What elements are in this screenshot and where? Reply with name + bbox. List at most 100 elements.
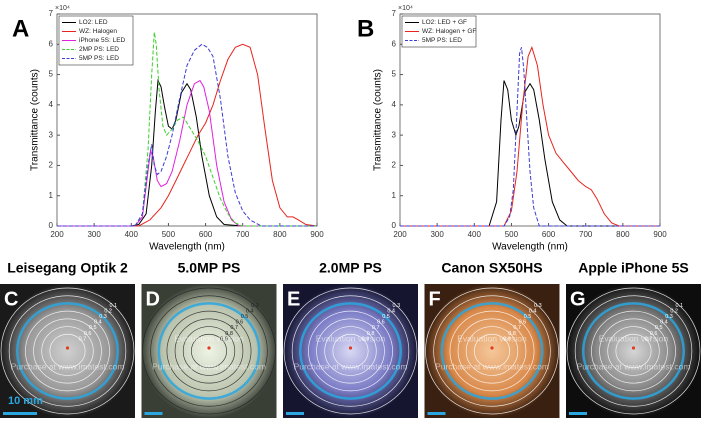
x-tick-label: 700	[579, 230, 593, 239]
x-tick-label: 800	[616, 230, 630, 239]
y-tick-label: 3	[49, 130, 54, 139]
legend-label: WZ: Halogen	[79, 28, 117, 35]
panel-letter: E	[287, 288, 300, 310]
contour-ring	[474, 333, 510, 369]
contour-ring	[174, 318, 244, 384]
scale-bar	[144, 412, 163, 415]
contour-ring	[182, 326, 236, 376]
panel-title: 2.0MP PS	[319, 260, 382, 276]
panel-letter: B	[357, 15, 374, 42]
series-line	[57, 78, 317, 227]
contour-label: 0.4	[246, 309, 254, 315]
watermark: Purchase at www.imatest.com	[294, 361, 408, 371]
series-line	[400, 47, 660, 227]
watermark: Evaluation version	[316, 333, 386, 343]
panel-letter: D	[146, 288, 160, 310]
panel-letter: G	[570, 288, 586, 310]
series-line	[400, 80, 660, 227]
contour-ring	[33, 318, 102, 384]
series-line	[57, 43, 318, 227]
contour-ring	[440, 302, 544, 400]
y-tick-label: 6	[49, 39, 54, 48]
contour-label: 0.2	[670, 309, 678, 315]
center-dot	[490, 346, 494, 350]
y-tick-label: 2	[49, 161, 54, 170]
contour-label: 0.6	[650, 331, 658, 337]
contour-ring	[607, 326, 660, 376]
contour-label: 0.5	[655, 325, 663, 331]
scale-bar	[427, 412, 446, 415]
contour-label: 0.3	[534, 303, 542, 309]
watermark: Purchase at www.imatest.com	[577, 361, 691, 371]
contour-ring	[457, 318, 527, 384]
panel-title: Apple iPhone 5S	[578, 260, 688, 276]
center-dot	[348, 346, 353, 350]
contour-label: 0.6	[377, 320, 385, 326]
legend-label: LO2: LED	[79, 19, 108, 26]
contour-ring	[308, 310, 393, 392]
contour-label: 0.7	[645, 336, 653, 342]
watermark: Purchase at www.imatest.com	[435, 361, 549, 371]
legend-label: 2MP PS: LED	[79, 46, 119, 53]
y-tick-label: 3	[392, 130, 397, 139]
plot-frame	[56, 13, 318, 227]
contour-label: 0.5	[524, 314, 532, 320]
y-tick-label: 7	[49, 9, 54, 18]
y-tick-label: 7	[392, 9, 397, 18]
legend-label: iPhone 5S: LED	[79, 37, 126, 44]
contour-label: 0.3	[99, 314, 107, 320]
contour-ring	[291, 295, 410, 407]
watermark: Evaluation version	[457, 333, 527, 343]
panel-letter: C	[4, 288, 18, 310]
contour-ring	[591, 310, 676, 392]
contour-label: 0.1	[110, 303, 118, 309]
contour-label: 0.2	[104, 309, 112, 315]
contour-ring	[324, 326, 377, 376]
x-tick-label: 600	[199, 230, 213, 239]
contour-ring	[425, 287, 559, 415]
center-dot	[631, 346, 636, 350]
contour-ring	[574, 295, 693, 407]
contour-ring	[142, 287, 276, 415]
legend-label: 5MP PS: LED	[79, 55, 119, 62]
series-line	[57, 79, 317, 227]
x-axis-label: Wavelength (nm)	[149, 242, 225, 253]
contour-ring	[41, 326, 94, 376]
contour-label: 0.3	[251, 303, 259, 309]
x-tick-label: 400	[125, 230, 139, 239]
x-tick-label: 200	[50, 230, 64, 239]
contour-label: 0.5	[382, 314, 390, 320]
series-line	[57, 32, 317, 227]
contour-ring	[316, 318, 385, 384]
panel-image	[283, 284, 418, 418]
contour-ring	[16, 302, 119, 400]
contour-label: 0.6	[519, 320, 527, 326]
watermark: Evaluation version	[599, 333, 669, 343]
contour-label: 0.6	[84, 331, 92, 337]
series-line	[400, 45, 660, 227]
contour-label: 0.9	[362, 336, 370, 342]
contour-ring	[433, 295, 551, 407]
x-axis-label: Wavelength (nm)	[492, 242, 568, 253]
panel-title: Leisegang Optik 2	[7, 260, 128, 276]
contour-ring	[25, 310, 110, 392]
scale-bar	[3, 412, 37, 415]
y-axis-label: Transmittance (counts)	[30, 69, 41, 171]
contour-label: 0.3	[665, 314, 673, 320]
legend-box	[58, 15, 134, 66]
contour-ring	[191, 333, 227, 369]
contour-label: 0.8	[367, 331, 375, 337]
x-tick-label: 300	[87, 230, 101, 239]
watermark: Evaluation version	[174, 333, 244, 343]
contour-ring	[449, 310, 535, 392]
contour-label: 0.4	[660, 320, 668, 326]
panel-letter: F	[429, 288, 441, 310]
legend-label: 5MP PS: LED	[422, 37, 462, 44]
plot-frame	[399, 13, 661, 227]
scale-bar-label: 10 mm	[8, 395, 43, 407]
contour-label: 0.7	[372, 325, 380, 331]
contour-label: 0.3	[393, 303, 401, 309]
contour-label: 0.7	[513, 325, 521, 331]
y-tick-label: 2	[392, 161, 397, 170]
x-tick-label: 200	[393, 230, 407, 239]
